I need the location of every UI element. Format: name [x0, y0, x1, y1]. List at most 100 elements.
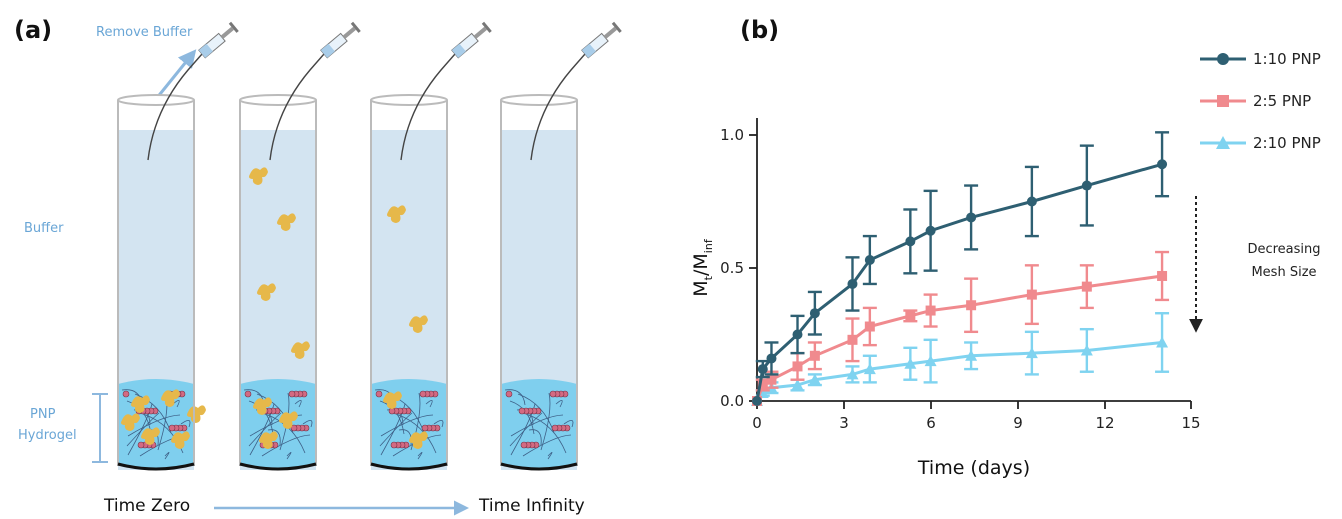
hydrogel-label-line1: PNP [30, 407, 56, 422]
tube-rim [370, 94, 448, 106]
y-tick-label: 0.0 [720, 392, 744, 410]
y-axis-title: Mt/Minf [690, 238, 715, 297]
polymer-strand [522, 434, 572, 457]
polymer-strand [302, 420, 313, 428]
data-point [905, 310, 916, 321]
polymer-strand [286, 452, 292, 460]
x-axis-title: Time (days) [917, 457, 1030, 479]
nanoparticle-icon [421, 424, 429, 432]
cargo-icon [141, 427, 160, 445]
panel-b: (b) 0.0 0.5 1.0 0 3 6 9 12 15 Time (days… [690, 16, 1321, 479]
polymer-strand [267, 429, 281, 446]
cargo-icon [253, 397, 272, 415]
legend-label: 1:10 PNP [1253, 50, 1321, 68]
annotation-line1: Decreasing [1247, 242, 1320, 257]
tubes [117, 21, 622, 471]
polymer-strand [563, 420, 574, 428]
annotation-line2: Mesh Size [1251, 265, 1316, 280]
polymer-strand [249, 403, 275, 456]
data-point [925, 305, 936, 316]
legend: 1:10 PNP 2:5 PNP 2:10 PNP [1200, 50, 1321, 152]
needle [400, 53, 456, 161]
cargo-icon [291, 341, 310, 359]
cargo-icon [279, 411, 298, 429]
x-tick-label: 0 [752, 414, 762, 432]
tube-rim [500, 94, 578, 106]
remove-buffer-label: Remove Buffer [96, 25, 193, 40]
syringe-icon [198, 21, 239, 59]
series-line [755, 162, 1163, 402]
data-point [1216, 136, 1230, 149]
data-point [792, 329, 803, 340]
data-point [1157, 159, 1168, 170]
cargo-icon [259, 431, 278, 449]
data-point [846, 368, 859, 380]
legend-label: 2:5 PNP [1253, 92, 1311, 110]
data-point [1025, 347, 1038, 359]
polymer-strand [504, 389, 526, 406]
needle [147, 53, 203, 161]
data-point [965, 349, 978, 361]
y-tick-label: 0.5 [720, 259, 744, 277]
tube-rim [117, 94, 195, 106]
polymer-strand [164, 452, 170, 460]
nanoparticle-icon [419, 390, 427, 398]
cargo-icon [387, 205, 406, 223]
tube-rim [239, 94, 317, 106]
data-point [1217, 95, 1229, 107]
tube [239, 21, 361, 471]
polymer-strand [509, 412, 543, 447]
data-point [924, 355, 937, 367]
polymer-strand [433, 420, 444, 428]
x-tick-label: 3 [839, 414, 849, 432]
data-point [1026, 289, 1037, 300]
data-point [864, 321, 875, 332]
polymer-strand [555, 400, 563, 408]
data-point [1080, 344, 1093, 356]
polymer-strand [127, 414, 181, 437]
nanoparticle-icon [390, 441, 398, 449]
legend-item: 2:5 PNP [1200, 92, 1311, 110]
cargo-icon [171, 431, 190, 449]
x-axis: 0 3 6 9 12 15 [752, 400, 1201, 432]
legend-item: 2:10 PNP [1200, 134, 1321, 152]
polymer-strand [379, 412, 413, 447]
data-point [766, 374, 777, 385]
polymer-strand [380, 414, 434, 437]
plot-area [751, 131, 1170, 406]
needle [530, 53, 586, 161]
panel-b-label: (b) [740, 16, 779, 44]
y-tick-label: 1.0 [720, 126, 744, 144]
y-axis: 0.0 0.5 1.0 [720, 118, 758, 410]
cargo-icon [383, 391, 402, 409]
polymer-strand [540, 392, 551, 451]
hydrogel-fill [501, 379, 577, 469]
data-point [809, 308, 820, 319]
tube [117, 21, 239, 471]
tube-bottom [370, 462, 448, 471]
panel-a-label: (a) [14, 16, 52, 44]
x-tick-label: 15 [1181, 414, 1200, 432]
buffer-label: Buffer [24, 221, 64, 236]
panel-a: (a) Remove Buffer Buffer PNP Hydrogel Ti… [14, 16, 622, 516]
polymer-strand [510, 403, 536, 456]
tube-bottom [239, 462, 317, 471]
series [752, 131, 1170, 406]
data-point [809, 350, 820, 361]
legend-label: 2:10 PNP [1253, 134, 1321, 152]
tube [370, 21, 492, 471]
polymer-strand [510, 414, 564, 437]
cargo-icon [277, 213, 296, 231]
data-point [792, 361, 803, 372]
polymer-strand [172, 400, 180, 408]
series [752, 250, 1170, 406]
data-point [905, 236, 916, 247]
time-zero-label: Time Zero [103, 496, 190, 516]
data-point [864, 255, 875, 266]
cargo-icon [131, 395, 150, 413]
nanoparticle-icon [290, 424, 298, 432]
cargo-icon [161, 389, 180, 407]
data-point [1081, 281, 1092, 292]
nanoparticle-icon [244, 390, 252, 398]
